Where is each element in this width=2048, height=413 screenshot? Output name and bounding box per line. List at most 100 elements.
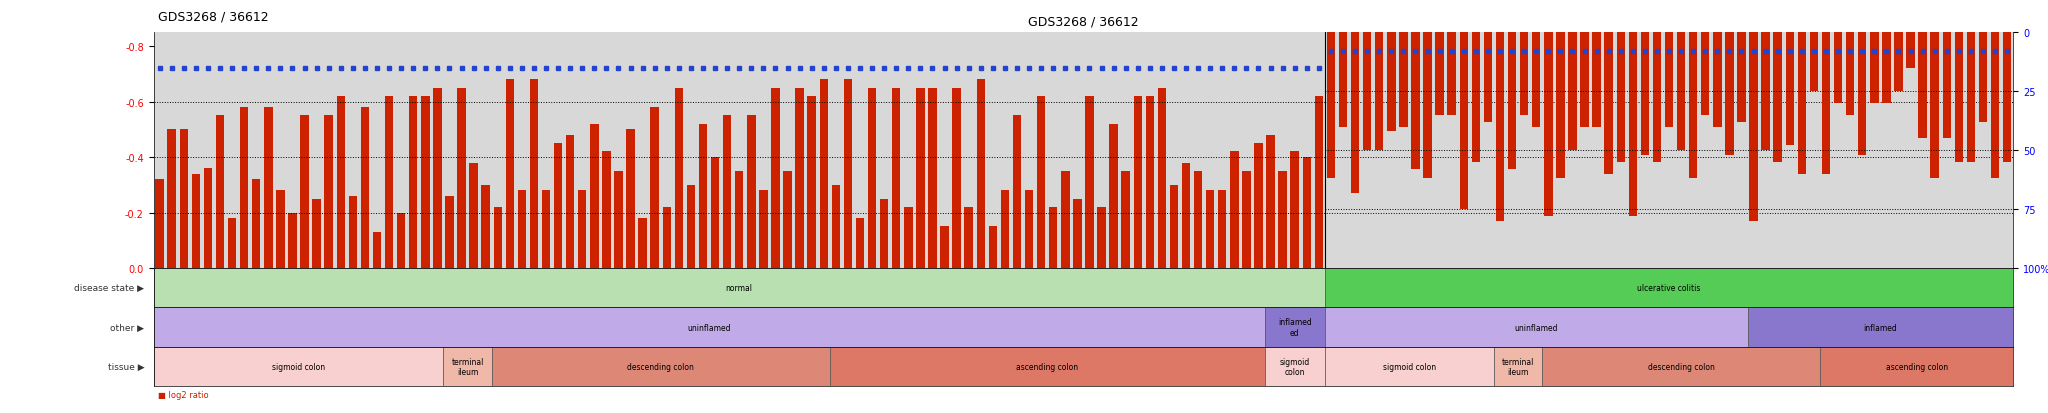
Bar <box>336 97 344 268</box>
Bar <box>530 80 539 268</box>
Bar <box>664 207 672 268</box>
Bar <box>193 174 201 268</box>
Bar <box>1931 33 1939 179</box>
Text: inflamed
ed: inflamed ed <box>1278 318 1311 337</box>
Bar <box>1098 207 1106 268</box>
Text: GDS3268 / 36612: GDS3268 / 36612 <box>158 10 268 23</box>
Bar <box>301 116 309 268</box>
Bar <box>289 213 297 268</box>
Bar <box>481 185 489 268</box>
Bar <box>492 347 829 386</box>
Bar <box>1493 347 1542 386</box>
Bar <box>1604 33 1614 174</box>
Text: ascending colon: ascending colon <box>1886 362 1948 371</box>
Bar <box>1073 199 1081 268</box>
Bar <box>1386 33 1395 132</box>
Bar <box>252 180 260 268</box>
Bar <box>565 135 573 268</box>
Bar <box>348 197 356 268</box>
Bar <box>1978 33 1987 123</box>
Bar <box>215 116 223 268</box>
Bar <box>795 88 805 268</box>
Bar <box>1473 33 1481 162</box>
Bar <box>1556 33 1565 179</box>
Bar <box>772 88 780 268</box>
Bar <box>1653 33 1661 162</box>
Bar <box>1823 33 1831 174</box>
Bar <box>385 97 393 268</box>
Bar <box>1858 33 1866 155</box>
Text: ulcerative colitis: ulcerative colitis <box>1636 284 1700 292</box>
Bar <box>639 218 647 268</box>
Bar <box>819 80 827 268</box>
Bar <box>723 116 731 268</box>
Bar <box>1495 33 1503 221</box>
Bar <box>1882 33 1890 104</box>
Bar <box>844 80 852 268</box>
Bar <box>1327 33 1335 179</box>
Bar <box>782 171 793 268</box>
Bar <box>977 80 985 268</box>
Bar <box>1845 33 1853 115</box>
Bar <box>952 88 961 268</box>
Bar <box>154 268 1325 308</box>
Bar <box>1303 158 1311 268</box>
Bar <box>807 97 815 268</box>
Bar <box>686 185 694 268</box>
Bar <box>168 130 176 268</box>
Bar <box>1712 33 1722 127</box>
Bar <box>1253 144 1264 268</box>
Bar <box>1036 97 1044 268</box>
Bar <box>1954 33 1964 162</box>
Bar <box>1399 33 1407 127</box>
Bar <box>1374 33 1384 151</box>
Bar <box>469 163 477 268</box>
Bar <box>444 347 492 386</box>
Text: normal: normal <box>725 284 754 292</box>
Bar <box>1278 171 1286 268</box>
Bar <box>989 227 997 268</box>
Text: uninflamed: uninflamed <box>1513 323 1559 332</box>
Bar <box>1460 33 1468 210</box>
Bar <box>1991 33 1999 179</box>
Bar <box>1290 152 1298 268</box>
Bar <box>578 191 586 268</box>
Bar <box>1122 171 1130 268</box>
Bar <box>1411 33 1419 170</box>
Bar <box>868 88 877 268</box>
Bar <box>1628 33 1636 217</box>
Bar <box>1724 33 1735 155</box>
Bar <box>360 108 369 268</box>
Bar <box>1325 308 1747 347</box>
Bar <box>1544 33 1552 217</box>
Text: inflamed: inflamed <box>1864 323 1896 332</box>
Bar <box>313 199 322 268</box>
Bar <box>748 116 756 268</box>
Bar <box>553 144 563 268</box>
Bar <box>1966 33 1974 162</box>
Bar <box>1640 33 1649 155</box>
Bar <box>1894 33 1903 92</box>
Text: terminal
ileum: terminal ileum <box>1501 357 1534 376</box>
Bar <box>711 158 719 268</box>
Bar <box>276 191 285 268</box>
Bar <box>494 207 502 268</box>
Text: sigmoid colon: sigmoid colon <box>272 362 326 371</box>
Bar <box>1085 97 1094 268</box>
Bar <box>651 108 659 268</box>
Text: GDS3268 / 36612: GDS3268 / 36612 <box>1028 15 1139 28</box>
Bar <box>1219 191 1227 268</box>
Bar <box>1145 97 1153 268</box>
Bar <box>1049 207 1057 268</box>
Bar <box>1352 33 1360 193</box>
Bar <box>1677 33 1686 151</box>
Bar <box>1520 33 1528 115</box>
Text: ■ log2 ratio: ■ log2 ratio <box>158 390 209 399</box>
Text: disease state ▶: disease state ▶ <box>74 284 143 292</box>
Bar <box>1001 191 1010 268</box>
Bar <box>965 207 973 268</box>
Bar <box>614 171 623 268</box>
Bar <box>915 88 924 268</box>
Text: sigmoid colon: sigmoid colon <box>1382 362 1436 371</box>
Bar <box>506 80 514 268</box>
